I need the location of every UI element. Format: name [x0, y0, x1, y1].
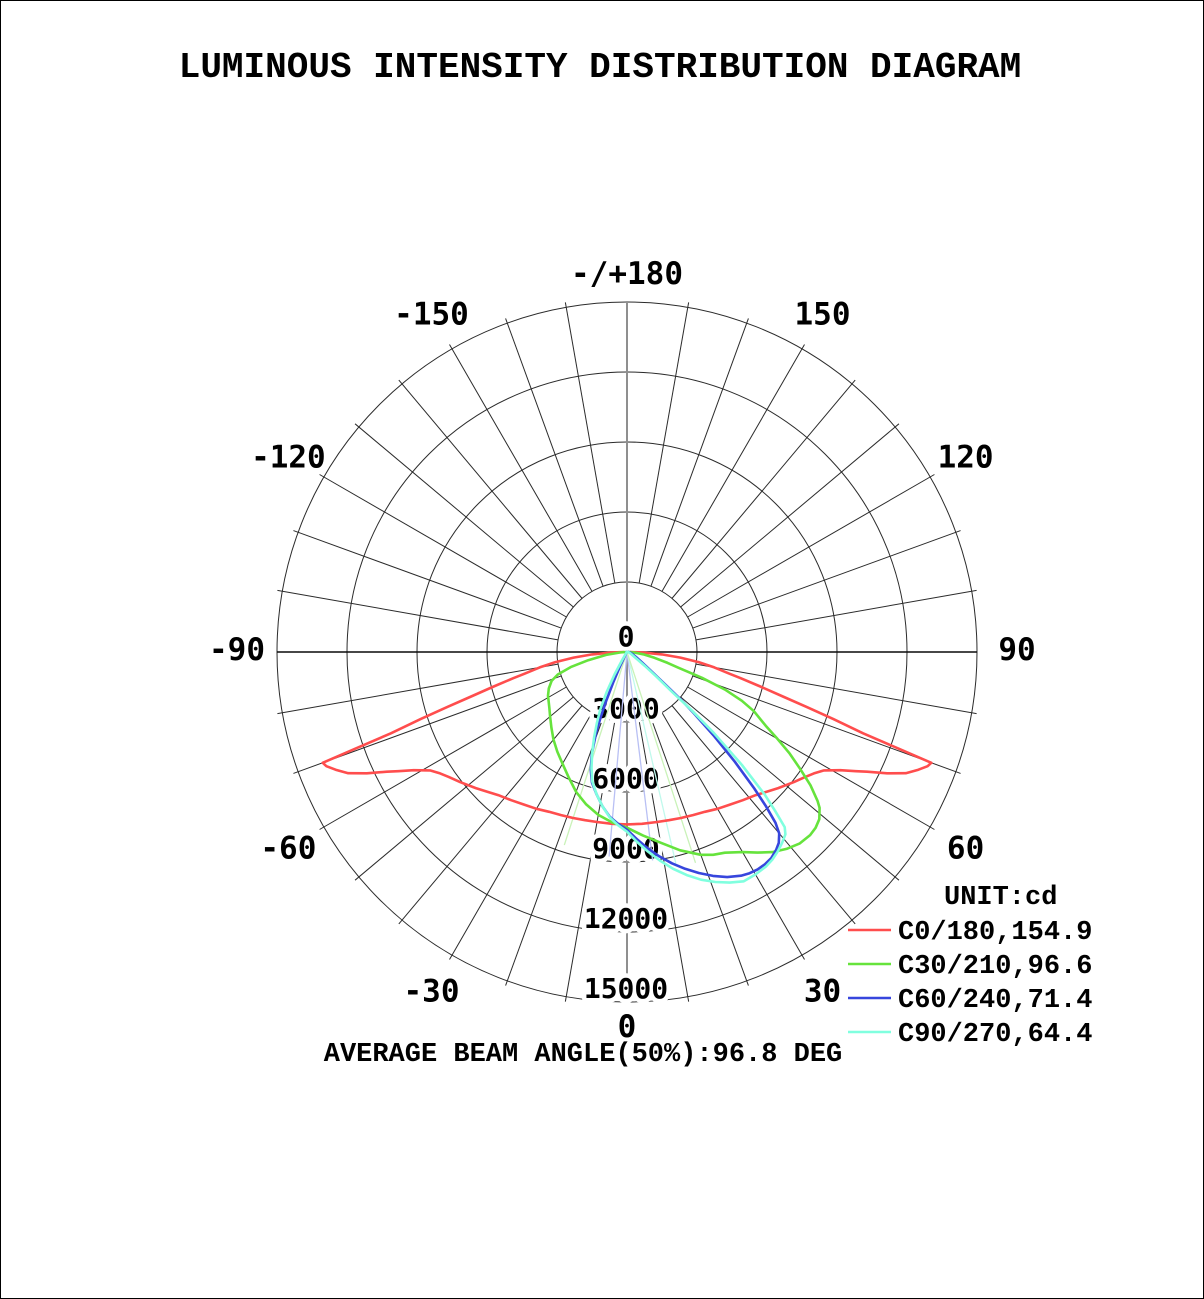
- angle-grid-spoke: [564, 302, 616, 584]
- radial-tick-label: 15000: [584, 972, 668, 1005]
- angle-tick-label: -60: [260, 831, 316, 867]
- angle-tick-label: 60: [947, 831, 984, 867]
- angle-grid-spoke: [354, 423, 574, 608]
- angle-tick-label: 0: [618, 1009, 637, 1045]
- legend-label-c0-180: C0/180,154.9: [898, 918, 1092, 948]
- angle-grid-spoke: [293, 530, 562, 629]
- angle-grid-spoke: [277, 663, 559, 715]
- angle-tick-labels: 0 30 -30 60 -60 90 -90 120 -120 150 -150 -/+180: [209, 256, 1036, 1045]
- average-beam-angle-text: AVERAGE BEAM ANGLE(50%):96.8 DEG: [324, 1040, 842, 1070]
- angle-grid-spoke: [449, 344, 593, 592]
- angle-grid-spoke: [687, 474, 935, 618]
- angle-grid-spoke: [661, 712, 805, 960]
- intensity-curves: [321, 650, 933, 884]
- beam-direction-ray: [626, 651, 654, 861]
- angle-tick-label: -150: [394, 296, 469, 332]
- angle-grid-spoke: [398, 705, 583, 925]
- radial-tick-label: 6000: [592, 762, 659, 795]
- curve-c90-270: [590, 650, 787, 884]
- legend: UNIT:cd C0/180,154.9 C30/210,96.6 C60/24…: [848, 883, 1092, 1050]
- angle-tick-label: 30: [804, 974, 841, 1010]
- page-title: LUMINOUS INTENSITY DISTRIBUTION DIAGRAM: [179, 47, 1022, 88]
- beam-direction-ray: [626, 651, 697, 864]
- angle-tick-label: -120: [251, 440, 326, 476]
- angle-tick-label: 120: [938, 440, 994, 476]
- angle-grid-spoke: [398, 379, 583, 599]
- angle-grid-spoke: [695, 663, 977, 715]
- angle-grid-spoke: [671, 705, 856, 925]
- angle-grid-spoke: [505, 318, 604, 587]
- angle-tick-label: -/+180: [571, 256, 683, 292]
- curve-c30-210: [546, 650, 821, 857]
- angle-tick-label: 150: [795, 296, 851, 332]
- angle-grid-spoke: [319, 686, 567, 830]
- angle-grid-spoke: [680, 696, 900, 881]
- angle-grid-spoke: [564, 720, 616, 1002]
- radial-tick-label: 0: [618, 620, 635, 653]
- angle-grid-spoke: [319, 474, 567, 618]
- angle-tick-label: 90: [998, 632, 1035, 668]
- angle-grid-spoke: [661, 344, 805, 592]
- angle-tick-label: -30: [404, 974, 460, 1010]
- beam-direction-ray: [626, 651, 677, 864]
- angle-grid-spoke: [695, 589, 977, 641]
- angle-grid-spoke: [680, 423, 900, 608]
- legend-label-c60-240: C60/240,71.4: [898, 986, 1092, 1016]
- angle-grid-spoke: [354, 696, 574, 881]
- angle-grid-spoke: [449, 712, 593, 960]
- legend-label-c30-210: C30/210,96.6: [898, 952, 1092, 982]
- beam-direction-ray: [563, 651, 628, 846]
- angle-grid-spoke: [650, 717, 749, 986]
- angle-grid-spoke: [505, 717, 604, 986]
- angle-grid-spoke: [671, 379, 856, 599]
- legend-unit-label: UNIT:cd: [944, 883, 1057, 913]
- angle-grid-spoke: [687, 686, 935, 830]
- legend-label-c90-270: C90/270,64.4: [898, 1020, 1092, 1050]
- angle-grid-spoke: [638, 302, 690, 584]
- angle-grid-spoke: [638, 720, 690, 1002]
- angle-grid-spoke: [692, 530, 961, 629]
- curve-c0-180: [321, 650, 933, 826]
- angle-tick-label: -90: [209, 632, 265, 668]
- radial-tick-label: 12000: [584, 902, 668, 935]
- angle-grid-spoke: [277, 589, 559, 641]
- angle-grid-spoke: [650, 318, 749, 587]
